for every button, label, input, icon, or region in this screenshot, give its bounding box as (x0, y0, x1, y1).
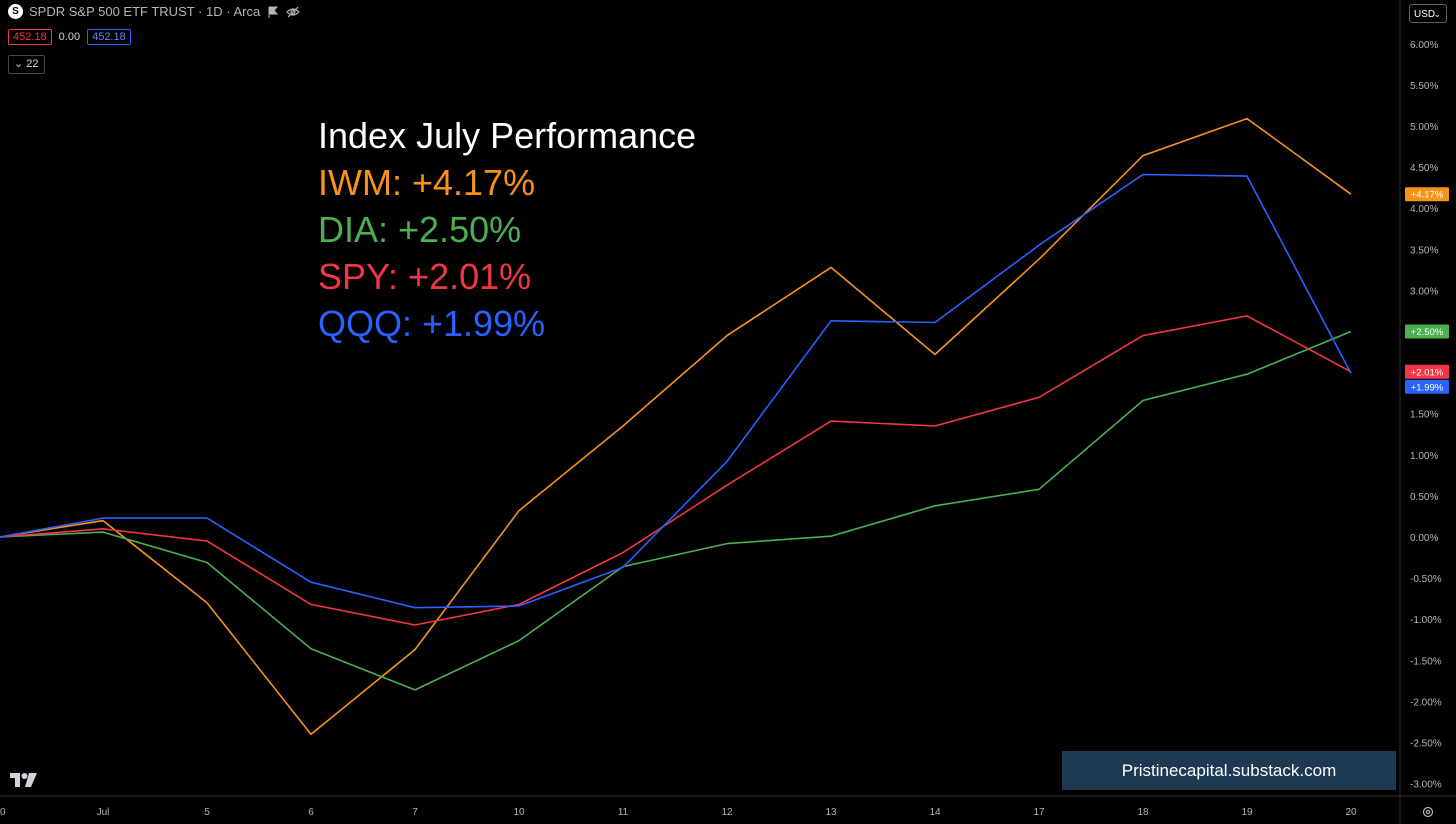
x-tick-label: 18 (1137, 807, 1149, 818)
y-tick-label: 0.00% (1410, 533, 1438, 544)
overlay-line-iwm: IWM: +4.17% (318, 162, 536, 203)
y-tick-label: -1.50% (1410, 656, 1442, 667)
y-tick-label: -2.00% (1410, 697, 1442, 708)
badge-dia: +2.50% (1405, 324, 1449, 339)
price-axis[interactable]: 6.00%5.50%5.00%4.50%4.00%3.50%3.00%2.50%… (1410, 40, 1442, 791)
series-line-iwm[interactable] (0, 117, 1352, 736)
x-tick-label: 5 (204, 807, 210, 818)
overlay-title: Index July Performance (318, 115, 697, 156)
series-line-dia[interactable] (0, 330, 1352, 691)
price-row: 452.18 0.00 452.18 (8, 29, 131, 45)
y-tick-label: 0.50% (1410, 492, 1438, 503)
badge-label: +2.50% (1411, 327, 1444, 338)
badge-label: +1.99% (1411, 382, 1444, 393)
x-tick-label: 17 (1033, 807, 1045, 818)
time-axis[interactable]: 0 Jul 5 6 7 10 11 12 13 14 17 18 19 20 (0, 807, 1357, 818)
badge-qqq: +1.99% (1405, 379, 1449, 394)
y-tick-label: -1.00% (1410, 615, 1442, 626)
y-tick-label: 6.00% (1410, 40, 1438, 51)
badge-bg (1405, 187, 1449, 202)
y-tick-label: -2.50% (1410, 739, 1442, 750)
y-tick-label: -0.50% (1410, 574, 1442, 585)
performance-overlay: Index July Performance IWM: +4.17% DIA: … (318, 112, 696, 347)
ask-price[interactable]: 452.18 (87, 29, 131, 45)
y-tick-label: 4.50% (1410, 163, 1438, 174)
series-layer (0, 117, 1352, 736)
x-tick-label: 14 (929, 807, 941, 818)
symbol-title[interactable]: SPDR S&P 500 ETF TRUST · 1D · Arca (29, 4, 261, 19)
badge-label: +4.17% (1411, 190, 1444, 201)
overlay-line-qqq: QQQ: +1.99% (318, 303, 546, 344)
badge-label: +2.01% (1411, 367, 1444, 378)
badge-bg (1405, 364, 1449, 379)
badge-iwm: +4.17% (1405, 187, 1449, 202)
y-tick-label: -3.00% (1410, 780, 1442, 791)
y-tick-label: 3.00% (1410, 286, 1438, 297)
y-tick-label: 1.00% (1410, 451, 1438, 462)
chevron-down-icon: ⌄ (14, 58, 24, 70)
x-tick-label: 7 (412, 807, 418, 818)
x-tick-label: 12 (721, 807, 733, 818)
series-line-qqq[interactable] (0, 173, 1352, 609)
x-tick-label: 11 (618, 807, 629, 818)
badge-spy: +2.01% (1405, 364, 1449, 379)
currency-label: USD (1414, 9, 1436, 20)
settings-gear-icon[interactable] (1421, 805, 1435, 819)
y-tick-label: 3.50% (1410, 245, 1438, 256)
overlay-line-spy: SPY: +2.01% (318, 256, 532, 297)
symbol-header[interactable]: S SPDR S&P 500 ETF TRUST · 1D · Arca (8, 4, 301, 19)
indicators-count: 22 (26, 58, 39, 70)
y-tick-label: 5.50% (1410, 81, 1438, 92)
currency-select[interactable]: USD ⌄ (1409, 4, 1447, 23)
x-tick-label: 10 (513, 807, 525, 818)
y-tick-label: 1.50% (1410, 410, 1438, 421)
x-tick-label: 0 (0, 807, 6, 818)
series-line-spy[interactable] (0, 315, 1352, 626)
chevron-down-icon: ⌄ (1433, 9, 1441, 19)
x-tick-label: 6 (308, 807, 314, 818)
tradingview-logo-icon[interactable] (10, 772, 38, 788)
eye-off-icon[interactable] (286, 5, 301, 19)
x-tick-label: 19 (1241, 807, 1253, 818)
indicators-toggle[interactable]: ⌄ 22 (8, 55, 45, 74)
badge-bg (1405, 324, 1449, 339)
x-tick-label: Jul (97, 807, 110, 818)
x-tick-label: 20 (1345, 807, 1357, 818)
spread-value: 0.00 (58, 31, 81, 43)
bid-price[interactable]: 452.18 (8, 29, 52, 45)
x-tick-label: 13 (825, 807, 837, 818)
y-tick-label: 5.00% (1410, 122, 1438, 133)
flag-icon[interactable] (266, 5, 280, 19)
symbol-logo-icon: S (8, 4, 23, 19)
watermark-banner: Pristinecapital.substack.com (1062, 751, 1396, 790)
overlay-line-dia: DIA: +2.50% (318, 209, 522, 250)
last-value-badges: +4.17% +2.50% +2.01% +1.99% (1405, 187, 1449, 394)
badge-bg (1405, 379, 1449, 394)
y-tick-label: 4.00% (1410, 204, 1438, 215)
